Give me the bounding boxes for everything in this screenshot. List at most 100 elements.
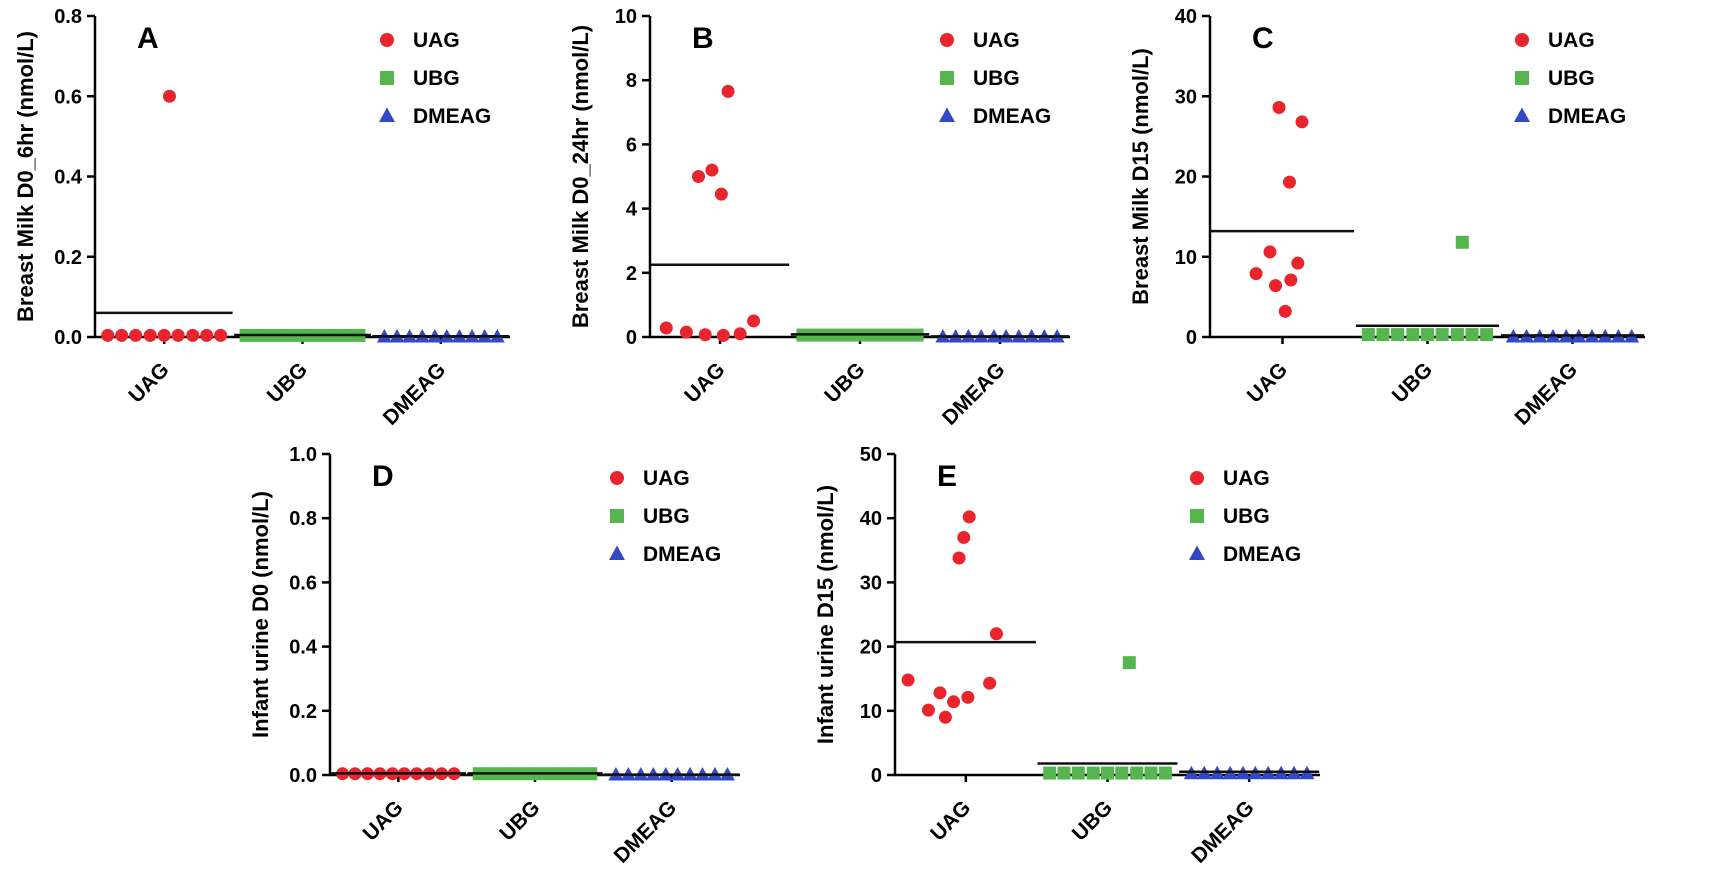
y-tick-label: 40 <box>860 508 882 530</box>
legend: UAG UBG DMEAG <box>379 29 491 128</box>
legend-marker-DMEAG <box>1189 545 1205 560</box>
legend-label-UAG: UAG <box>1548 29 1595 52</box>
y-tick-label: 0.4 <box>289 637 318 659</box>
series-DMEAG <box>604 767 740 781</box>
point-UAG <box>691 170 705 183</box>
point-UAG <box>989 627 1003 641</box>
point-UBG <box>1115 766 1129 780</box>
legend: UAG UBG DMEAG <box>939 29 1051 128</box>
point-UAG <box>186 328 200 342</box>
point-UAG <box>162 89 176 103</box>
legend-label-UBG: UBG <box>643 505 690 528</box>
legend-label-UAG: UAG <box>413 29 460 52</box>
point-UAG <box>1278 304 1292 318</box>
legend-marker-DMEAG <box>939 107 955 122</box>
point-UBG <box>1435 328 1449 342</box>
y-tick-label: 8 <box>626 70 637 92</box>
point-UBG <box>1376 328 1390 342</box>
legend-marker-UAG <box>1190 471 1204 485</box>
x-tick-label-DMEAG: DMEAG <box>1510 358 1582 430</box>
point-UAG <box>1249 267 1263 281</box>
legend-label-UAG: UAG <box>973 29 1020 52</box>
x-tick-label-UBG: UBG <box>820 358 869 407</box>
y-tick-label: 1.0 <box>289 444 317 466</box>
point-UBG <box>1450 328 1464 342</box>
point-UAG <box>705 163 719 177</box>
legend-label-DMEAG: DMEAG <box>973 105 1051 128</box>
point-UAG <box>1263 245 1277 259</box>
y-tick-label: 0.8 <box>54 6 82 28</box>
y-axis-label: Breast Milk D0_6hr (nmol/L) <box>13 31 38 322</box>
point-UAG <box>157 328 171 342</box>
panel-letter: D <box>372 460 394 493</box>
point-UBG <box>1361 328 1375 342</box>
point-UAG <box>129 328 143 342</box>
point-UAG <box>1291 256 1305 270</box>
x-tick-label-UAG: UAG <box>1243 358 1292 407</box>
series-UBG <box>1355 235 1500 342</box>
panel-letter: B <box>692 22 714 55</box>
x-tick-label-UBG: UBG <box>1068 796 1117 845</box>
point-UAG <box>716 328 730 342</box>
panel-svg-E: 0 10 20 30 40 50 Infant urine D15 (nmol/L) E UAG… <box>813 444 1320 868</box>
point-UAG <box>747 314 761 328</box>
x-tick-label-UAG: UAG <box>124 358 173 407</box>
y-axis-label: Breast Milk D0_24hr (nmol/L) <box>568 25 593 328</box>
panel-svg-C: 0 10 20 30 40 Breast Milk D15 (nmol/L) C UAG UBG… <box>1128 6 1645 430</box>
axes <box>642 14 1070 344</box>
series-DMEAG <box>930 329 1070 343</box>
legend-label-DMEAG: DMEAG <box>413 105 491 128</box>
y-tick-label: 40 <box>1175 6 1197 28</box>
legend-label-DMEAG: DMEAG <box>1223 543 1301 566</box>
point-UBG <box>1130 766 1144 780</box>
y-tick-label: 20 <box>860 637 882 659</box>
legend: UAG UBG DMEAG <box>1514 29 1626 128</box>
x-tick-label-DMEAG: DMEAG <box>938 358 1010 430</box>
point-UAG <box>901 673 915 687</box>
point-UAG <box>143 328 157 342</box>
x-tick-label-UBG: UBG <box>263 358 312 407</box>
y-tick-label: 0 <box>1186 327 1197 349</box>
y-tick-label: 0.2 <box>54 247 82 269</box>
point-UBG <box>1086 766 1100 780</box>
x-tick-label-UAG: UAG <box>926 796 975 845</box>
point-UAG <box>714 187 728 201</box>
legend-marker-UAG <box>1515 33 1529 47</box>
y-tick-label: 0 <box>626 327 637 349</box>
x-tick-label-DMEAG: DMEAG <box>379 358 451 430</box>
panel-c-breast-milk-d15: 0 10 20 30 40 Breast Milk D15 (nmol/L) C UAG UBG… <box>1115 0 1690 432</box>
series-UBG <box>1037 656 1178 780</box>
point-UBG <box>1158 766 1172 780</box>
y-tick-label: 10 <box>860 701 882 723</box>
legend-marker-UAG <box>940 33 954 47</box>
point-UAG <box>200 328 214 342</box>
point-UAG <box>115 328 129 342</box>
y-tick-label: 4 <box>626 199 638 221</box>
point-UAG <box>1295 115 1309 129</box>
point-UBG <box>1071 766 1085 780</box>
panel-a-breast-milk-d0-6hr: 0.0 0.2 0.4 0.6 0.8 Breast Milk D0_6hr (nmol/… <box>0 0 555 432</box>
y-tick-label: 30 <box>860 572 882 594</box>
y-axis-label: Infant urine D15 (nmol/L) <box>813 485 838 744</box>
y-axis-label: Infant urine D0 (nmol/L) <box>248 491 273 738</box>
point-UAG <box>733 327 747 341</box>
legend: UAG UBG DMEAG <box>609 467 721 566</box>
point-UAG <box>961 690 975 704</box>
panel-e-infant-urine-d15: 0 10 20 30 40 50 Infant urine D15 (nmol/L) E UAG… <box>800 438 1365 870</box>
point-UAG <box>721 84 735 98</box>
point-UAG <box>957 530 971 544</box>
point-UAG <box>1272 100 1286 114</box>
point-UBG <box>1144 766 1158 780</box>
legend-marker-UAG <box>610 471 624 485</box>
y-tick-label: 0.6 <box>54 86 82 108</box>
axes <box>887 452 1320 782</box>
legend-marker-UAG <box>380 33 394 47</box>
point-UAG <box>659 321 673 335</box>
y-tick-label: 6 <box>626 134 637 156</box>
point-UAG <box>698 328 712 342</box>
panel-svg-A: 0.0 0.2 0.4 0.6 0.8 Breast Milk D0_6hr (nmol/… <box>13 6 510 430</box>
point-UAG <box>1284 273 1298 287</box>
x-tick-label-UBG: UBG <box>495 796 544 845</box>
